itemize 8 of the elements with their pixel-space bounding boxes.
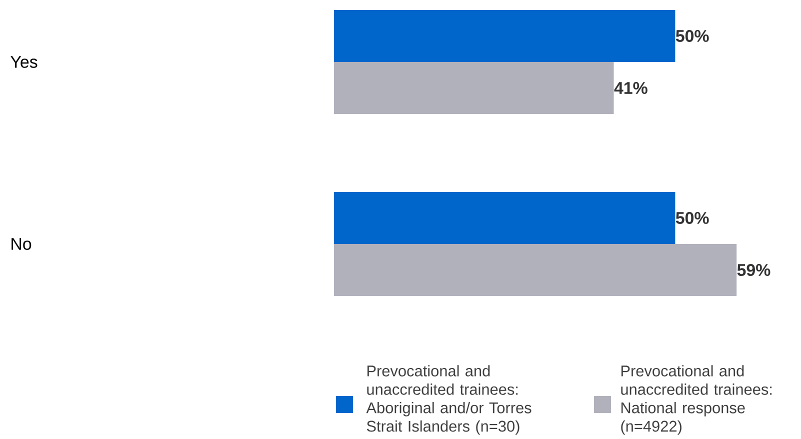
legend-label: Prevocational and unaccredited trainees: National response (n=4922) xyxy=(621,365,772,435)
data-label: 59% xyxy=(737,264,770,276)
data-label: 41% xyxy=(614,82,648,94)
y-tick-label: Yes xyxy=(10,56,38,68)
data-label: 50% xyxy=(676,30,709,42)
y-tick-label: No xyxy=(12,238,32,250)
legend-label: Prevocational and unaccredited trainees: Aboriginal and/or Torres Strait Islanders (n=30) xyxy=(366,365,532,435)
data-label: 50% xyxy=(676,212,709,224)
